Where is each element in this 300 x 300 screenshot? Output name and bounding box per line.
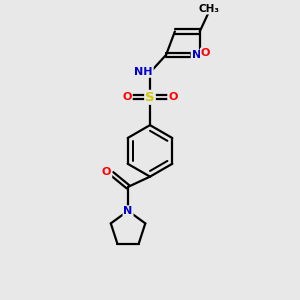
Text: O: O: [122, 92, 132, 102]
Text: N: N: [123, 206, 133, 216]
Text: NH: NH: [134, 67, 153, 77]
Text: N: N: [192, 50, 201, 61]
Text: S: S: [145, 91, 155, 104]
Text: O: O: [102, 167, 111, 177]
Text: O: O: [201, 48, 210, 59]
Text: O: O: [168, 92, 178, 102]
Text: CH₃: CH₃: [198, 4, 219, 14]
